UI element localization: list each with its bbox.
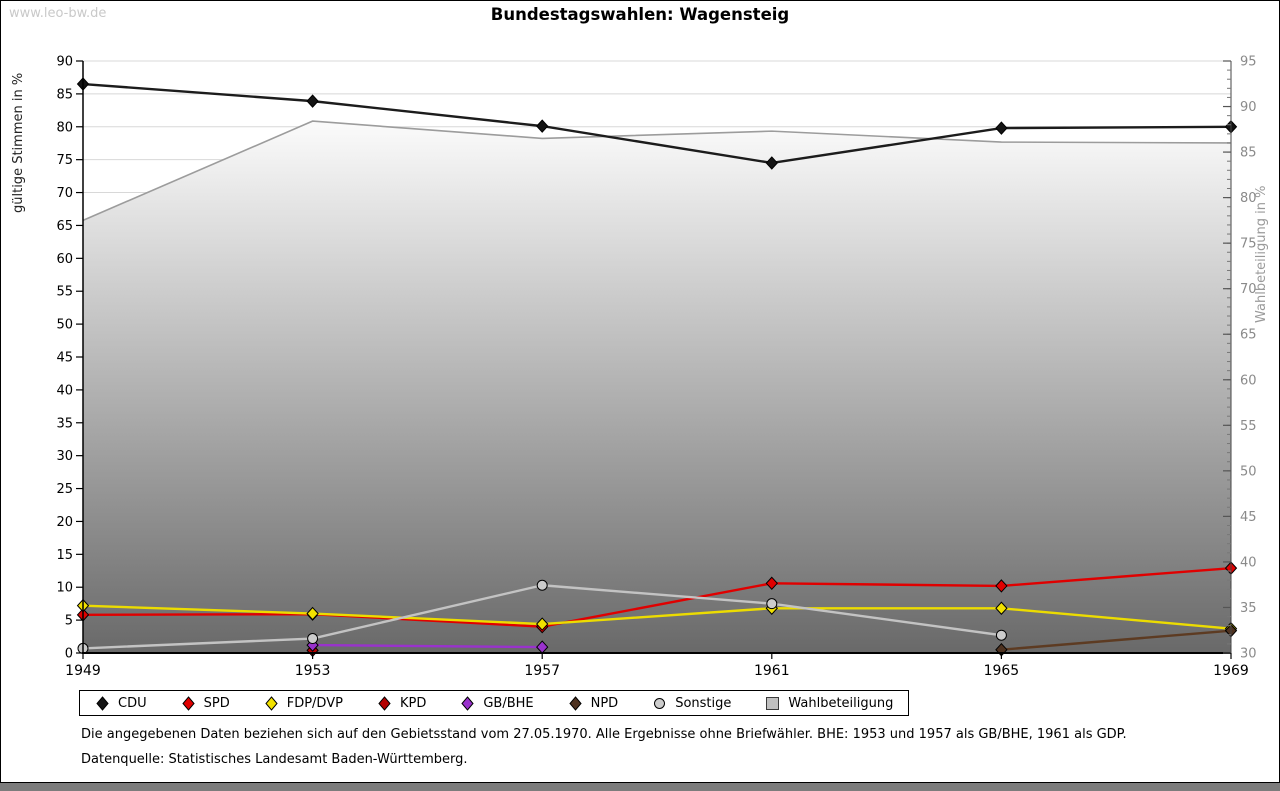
tick-label: 45 <box>56 351 73 366</box>
tick-label: 65 <box>1240 328 1257 343</box>
tick-label: 40 <box>1240 555 1257 570</box>
tick-label: 55 <box>1240 419 1257 434</box>
legend-item-npd: NPD <box>568 695 619 711</box>
npd-marker-icon <box>568 695 582 711</box>
tick-label: 50 <box>1240 464 1257 479</box>
page-title: Bundestagswahlen: Wagensteig <box>490 5 790 24</box>
fdp-dvp-marker-icon <box>265 695 278 711</box>
point-spd <box>765 576 778 591</box>
legend-item-wahlbeteiligung: Wahlbeteiligung <box>765 696 893 711</box>
series-npd-line <box>1001 629 1232 651</box>
point-cdu <box>995 121 1008 135</box>
legend-label: FDP/DVP <box>286 695 343 711</box>
legend-item-fdp-dvp: FDP/DVP <box>264 696 343 711</box>
tick-label: 85 <box>1240 146 1257 161</box>
legend-item-spd: SPD <box>181 696 230 711</box>
tick-label: 70 <box>1240 282 1257 297</box>
tick-label: 30 <box>1240 647 1257 662</box>
point-fdp-dvp <box>995 601 1008 616</box>
legend-label: GB/BHE <box>483 695 534 711</box>
series-sonstige <box>77 579 1007 654</box>
point-fdp-dvp <box>536 617 549 631</box>
tick-label: 50 <box>56 318 73 333</box>
tick-label: 35 <box>56 416 73 431</box>
series-cdu-line <box>82 82 1232 165</box>
tick-label: 55 <box>56 285 73 300</box>
tick-label: 5 <box>65 614 73 629</box>
tick-label: 1965 <box>984 663 1020 679</box>
right-axis-label: Wahlbeteiligung in % <box>1254 185 1269 323</box>
series-wahlbeteiligung-line <box>82 120 1232 222</box>
tick-label: 60 <box>56 252 73 267</box>
legend-item-kpd: KPD <box>377 696 426 711</box>
series-fdp-dvp-line <box>82 604 1232 630</box>
footnote-geography: Die angegebenen Daten beziehen sich auf … <box>81 727 1127 742</box>
point-cdu <box>306 94 319 108</box>
legend-label: Sonstige <box>675 695 732 711</box>
legend-label: Wahlbeteiligung <box>788 695 894 711</box>
watermark-leo-bw: www.leo-bw.de <box>9 6 107 21</box>
tick-label: 45 <box>1240 510 1257 525</box>
tick-label: 80 <box>1240 191 1257 206</box>
tick-label: 75 <box>1240 237 1257 252</box>
tick-label: 85 <box>56 87 73 102</box>
legend-label: KPD <box>399 695 427 711</box>
point-cdu <box>765 156 778 170</box>
point-fdp-dvp <box>306 606 319 621</box>
tick-label: 75 <box>56 153 73 168</box>
cdu-marker-icon <box>96 695 109 711</box>
tick-label: 30 <box>56 449 73 464</box>
tick-label: 1957 <box>524 663 560 679</box>
tick-label: 60 <box>1240 373 1257 388</box>
tick-label: 40 <box>56 383 73 398</box>
series-gb-bhe-line <box>312 643 543 649</box>
point-sonstige <box>307 633 319 645</box>
wahlbeteiligung-marker-icon <box>766 696 780 710</box>
legend-label: CDU <box>118 695 147 711</box>
left-axis-label: gültige Stimmen in % <box>11 72 26 213</box>
kpd-marker-icon <box>378 695 391 711</box>
gb-bhe-marker-icon <box>461 695 474 711</box>
chart-legend: CDU SPD FDP/DVP KPD GB/BHE NPD Sonstige Wahlbet… <box>79 690 910 716</box>
tick-label: 70 <box>56 186 73 201</box>
tick-label: 25 <box>56 482 73 497</box>
point-sonstige <box>766 598 778 610</box>
series-wahlbeteiligung-area <box>83 121 1231 653</box>
tick-label: 1949 <box>65 663 101 679</box>
point-spd <box>995 579 1008 593</box>
tick-label: 90 <box>56 55 73 70</box>
tick-label: 10 <box>56 581 73 596</box>
tick-label: 1953 <box>295 663 331 679</box>
legend-item-cdu: CDU <box>95 696 147 711</box>
election-line-chart: 0 5 10 15 20 25 30 35 40 45 50 55 60 65 70 75 80 85 90 30 35… <box>56 55 1257 680</box>
legend-label: SPD <box>203 695 230 711</box>
tick-label: 1961 <box>754 663 790 679</box>
point-sonstige <box>995 629 1007 641</box>
footnote-source: Datenquelle: Statistisches Landesamt Bad… <box>81 752 468 767</box>
spd-marker-icon <box>181 695 195 711</box>
point-sonstige <box>536 579 548 591</box>
tick-label: 95 <box>1240 55 1257 70</box>
sonstige-marker-icon <box>654 697 666 709</box>
tick-label: 1969 <box>1213 663 1249 679</box>
series-cdu <box>76 77 1238 170</box>
tick-label: 15 <box>56 548 73 563</box>
legend-item-gb-bhe: GB/BHE <box>460 695 534 711</box>
tick-label: 90 <box>1240 100 1257 115</box>
tick-label: 80 <box>56 120 73 135</box>
tick-label: 65 <box>56 219 73 234</box>
series-spd-line <box>82 566 1232 628</box>
bottom-gray-bar <box>0 783 1280 791</box>
tick-label: 20 <box>56 515 73 530</box>
legend-label: NPD <box>590 695 619 711</box>
tick-label: 0 <box>65 647 73 662</box>
point-cdu <box>536 119 549 133</box>
tick-label: 35 <box>1240 601 1257 616</box>
legend-item-sonstige: Sonstige <box>652 696 731 711</box>
